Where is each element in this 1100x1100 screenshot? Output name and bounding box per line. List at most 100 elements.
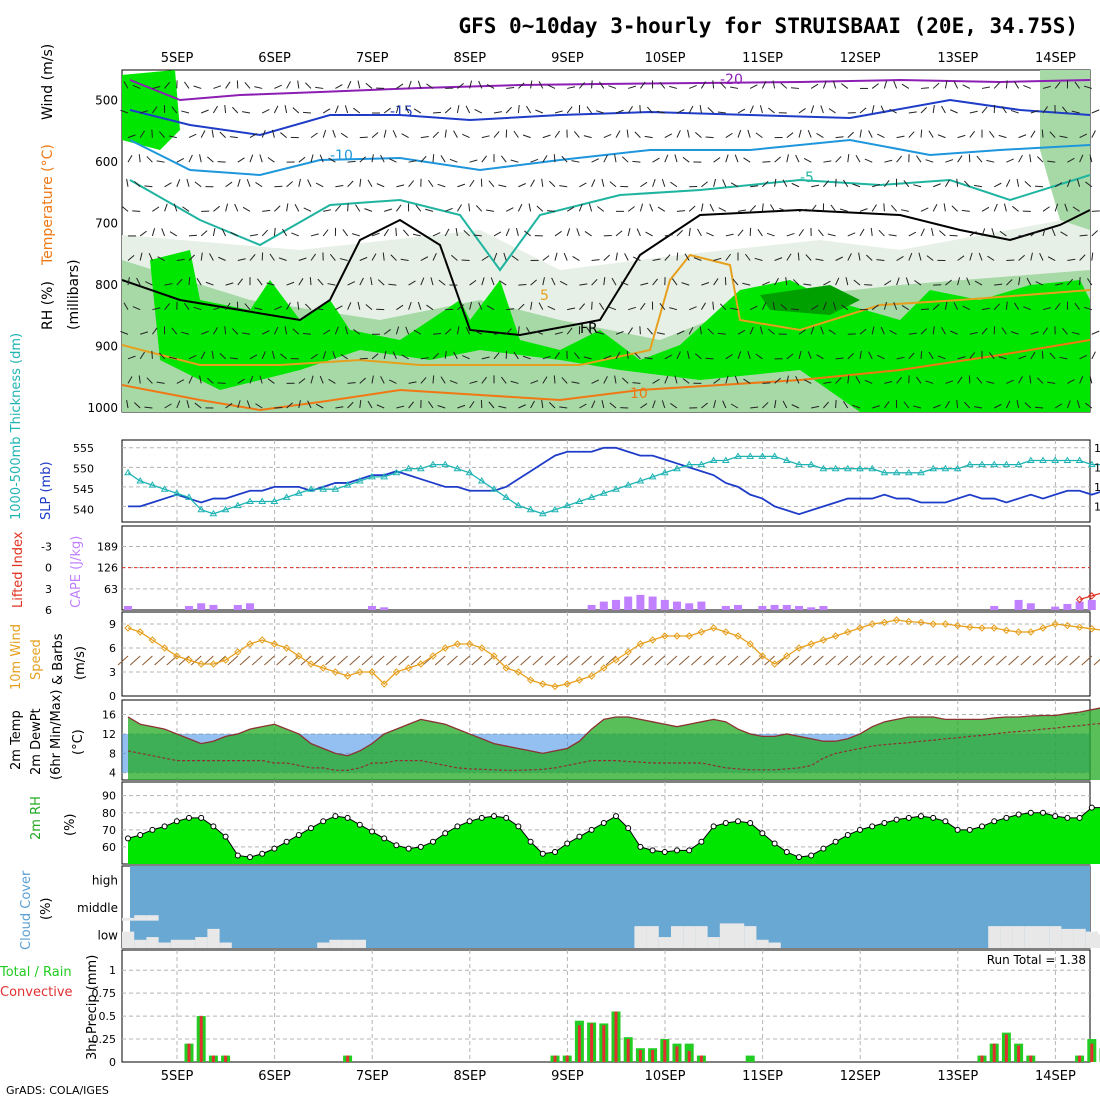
- wind-barb: [943, 203, 946, 212]
- rh2m-marker: [1027, 809, 1034, 816]
- thickness-marker: [136, 477, 145, 484]
- wind-barb: [884, 280, 892, 286]
- wind-barb: [408, 80, 412, 89]
- thickness-marker: [416, 464, 425, 472]
- wind-barb: [526, 327, 532, 335]
- wind-barb: [835, 377, 842, 384]
- rh2m-marker: [356, 821, 363, 828]
- wind-barb: [444, 228, 450, 237]
- wind-barb: [1034, 185, 1044, 188]
- wind-barb-10m: [495, 655, 507, 666]
- wind-barb: [759, 326, 763, 335]
- wind-barb: [292, 328, 300, 335]
- wind-barb: [713, 278, 719, 286]
- wind-barb: [146, 156, 153, 163]
- wind-barb: [1041, 129, 1044, 138]
- rh2m-marker: [478, 814, 485, 821]
- wind-barb-10m: [337, 655, 348, 666]
- wind-barb: [505, 328, 513, 335]
- wind-barb: [392, 130, 397, 138]
- wind-barb: [201, 330, 209, 335]
- rh2m-marker: [942, 818, 949, 825]
- wind-barb: [994, 283, 1003, 286]
- wind-barb: [1064, 203, 1068, 212]
- wind-barb: [164, 403, 172, 409]
- wind-barb: [718, 207, 727, 212]
- wind-barb: [229, 136, 238, 139]
- wind-barb: [554, 110, 563, 114]
- rh2m-marker: [308, 825, 314, 832]
- wind-barb: [681, 282, 690, 286]
- thickness-marker: [892, 468, 901, 476]
- minmax-axis-label: (6hr Min/Max): [49, 690, 64, 780]
- wind-speed-marker: [844, 628, 852, 636]
- wind-barb: [719, 303, 727, 311]
- rh2m-marker: [271, 845, 278, 852]
- wind-barb: [395, 326, 400, 335]
- wind-barb: [213, 306, 222, 311]
- rh2m-marker: [820, 845, 827, 852]
- wind-speed-marker: [892, 616, 901, 624]
- wind-barb-10m: [703, 655, 714, 666]
- wind-barb: [664, 234, 673, 237]
- wind-barb: [737, 329, 746, 335]
- wind-barb: [334, 105, 339, 114]
- wind-barb: [864, 158, 873, 163]
- wind-barb: [903, 401, 910, 409]
- wind-barb: [644, 135, 653, 139]
- wind-barb: [639, 81, 646, 89]
- wind-barb: [730, 86, 739, 89]
- wind-barb: [526, 105, 532, 114]
- wind-barb: [750, 185, 759, 188]
- wind-barb: [896, 376, 903, 384]
- wind-barb-10m: [190, 655, 202, 666]
- wind-barb: [255, 181, 263, 188]
- wind-barb: [127, 376, 133, 384]
- wind-barb: [365, 304, 373, 311]
- wind-barb: [823, 381, 832, 384]
- wind-barb: [1079, 277, 1081, 286]
- wind-barb: [725, 233, 734, 237]
- wind-barb: [230, 231, 239, 237]
- wind-barb: [444, 328, 452, 335]
- wind-barb: [628, 85, 636, 89]
- wind-barb: [627, 106, 633, 114]
- rh2m-marker: [649, 847, 656, 854]
- wind-barb: [566, 228, 571, 237]
- wind-barb: [1076, 178, 1081, 187]
- rh2m-marker: [234, 852, 241, 859]
- wind-barb-10m: [837, 655, 849, 666]
- wind-barb: [194, 181, 202, 188]
- wind-barb: [462, 133, 470, 139]
- wind-barb: [383, 129, 387, 138]
- wind-barb: [503, 252, 507, 261]
- wind-barb: [347, 281, 356, 286]
- wind-barb: [584, 231, 592, 237]
- wind-barb: [750, 406, 759, 409]
- wind-barb: [732, 278, 739, 286]
- wind-barb: [200, 252, 203, 261]
- wind-barb: [920, 107, 928, 114]
- wind-barb: [420, 135, 429, 139]
- wind-barb: [554, 130, 560, 138]
- wind-barb: [211, 129, 214, 138]
- wind-barb: [1018, 355, 1027, 360]
- wind-barb: [563, 252, 568, 261]
- wind-barb: [266, 282, 275, 286]
- wind-speed-marker: [978, 624, 986, 632]
- wind-barb: [209, 253, 214, 261]
- wind-barb: [481, 135, 490, 139]
- wind-barb: [332, 129, 336, 138]
- wind-barb: [469, 80, 473, 89]
- wind-barb: [161, 228, 166, 237]
- wind-barb: [786, 353, 794, 360]
- wind-speed-marker: [429, 652, 437, 660]
- rh2m-marker: [735, 818, 741, 825]
- thickness-marker: [795, 460, 803, 468]
- wind-speed-marker: [478, 644, 486, 652]
- wind-barb: [181, 110, 190, 114]
- wind-speed-line: [127, 619, 1100, 688]
- cape-bar: [795, 605, 803, 610]
- wind-barb: [388, 379, 397, 384]
- slp-tick-label: 1035: [1094, 442, 1100, 455]
